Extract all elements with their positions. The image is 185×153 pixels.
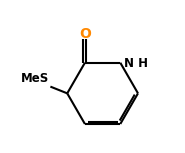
Text: N H: N H: [124, 57, 148, 70]
Text: MeS: MeS: [21, 72, 49, 85]
Text: O: O: [79, 27, 91, 41]
